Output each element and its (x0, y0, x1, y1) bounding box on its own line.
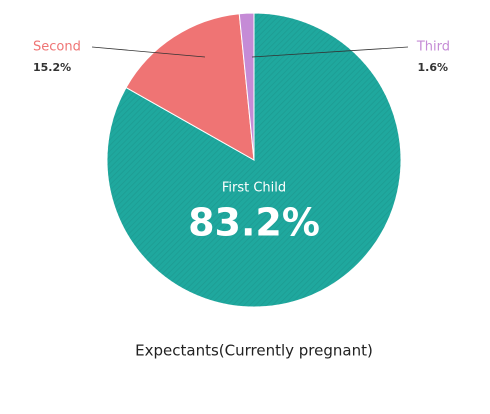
slice-label: First Child (222, 181, 286, 196)
pie-slice (238, 12, 255, 161)
slice-label: Third (416, 40, 450, 55)
pie-slice (125, 13, 255, 161)
slice-value: 1.6% (417, 61, 448, 74)
slice-value: 15.2% (33, 61, 71, 74)
slice-value: 83.2% (188, 201, 320, 245)
leader-line (91, 46, 206, 58)
slice-label: Second (33, 40, 81, 55)
leader-line (251, 46, 409, 58)
chart-title: Expectants(Currently pregnant) (135, 342, 373, 360)
